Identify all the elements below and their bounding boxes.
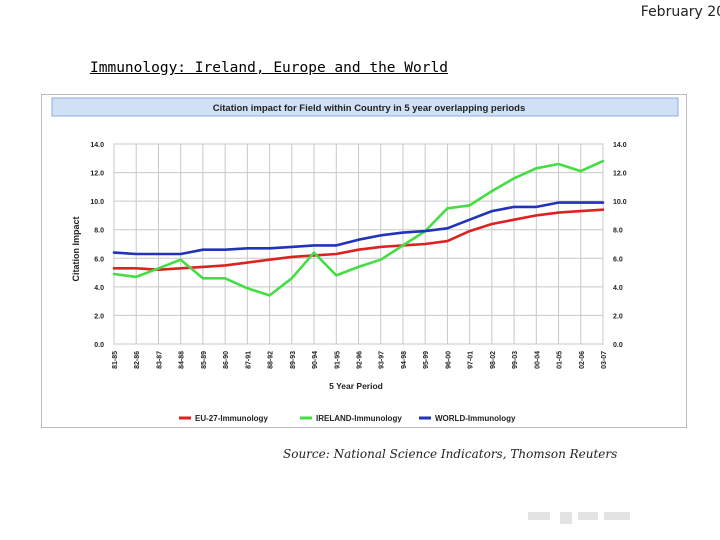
y-tick-label-right: 6.0 — [613, 256, 623, 263]
x-tick-label: 99-03 — [512, 351, 519, 369]
series-line-world-immunology — [112, 201, 605, 256]
x-tick-label: 00-04 — [534, 351, 541, 369]
series-line-ireland-immunology — [112, 159, 605, 297]
x-tick-label: 92-96 — [357, 351, 364, 369]
x-tick-label: 94-98 — [401, 351, 408, 369]
x-tick-label: 90-94 — [312, 351, 319, 369]
decorative-stripe — [528, 512, 550, 520]
slide-date: February 200 — [640, 4, 720, 20]
decorative-stripe — [578, 512, 598, 520]
legend-label: IRELAND-Immunology — [316, 414, 402, 423]
y-tick-label-right: 12.0 — [613, 171, 627, 178]
y-tick-label-left: 14.0 — [90, 142, 104, 149]
y-tick-label-left: 12.0 — [90, 171, 104, 178]
y-tick-label-right: 8.0 — [613, 228, 623, 235]
decorative-stripe — [560, 512, 572, 524]
x-tick-label: 95-99 — [423, 351, 430, 369]
x-tick-label: 88-92 — [268, 351, 275, 369]
decorative-stripe — [604, 512, 630, 520]
chart-title-bar — [51, 97, 679, 117]
x-tick-label: 97-01 — [468, 351, 475, 369]
y-tick-label-left: 2.0 — [94, 313, 104, 320]
x-tick-label: 03-07 — [601, 351, 608, 369]
y-tick-label-left: 8.0 — [94, 228, 104, 235]
y-tick-label-right: 10.0 — [613, 199, 627, 206]
y-tick-label-right: 0.0 — [613, 342, 623, 349]
x-tick-label: 87-91 — [245, 351, 252, 369]
x-axis-title: 5 Year Period — [329, 381, 383, 391]
chart-title: Citation impact for Field within Country… — [213, 103, 525, 114]
x-tick-label: 01-05 — [557, 351, 564, 369]
y-tick-label-right: 2.0 — [613, 313, 623, 320]
slide-title: Immunology: Ireland, Europe and the Worl… — [90, 60, 448, 76]
y-tick-label-left: 4.0 — [94, 285, 104, 292]
x-tick-label: 81-85 — [112, 351, 119, 369]
chart-legend: EU-27-Immunology IRELAND-Immunology WORLD-… — [179, 414, 516, 423]
x-tick-label: 84-88 — [179, 351, 186, 369]
x-tick-label: 82-86 — [134, 351, 141, 369]
x-tick-label: 85-89 — [201, 351, 208, 369]
x-tick-label: 89-93 — [290, 351, 297, 369]
source-note: Source: National Science Indicators, Tho… — [283, 447, 618, 461]
legend-label: WORLD-Immunology — [435, 414, 516, 423]
y-tick-label-left: 6.0 — [94, 256, 104, 263]
x-tick-label: 98-02 — [490, 351, 497, 369]
y-tick-label-right: 14.0 — [613, 142, 627, 149]
x-tick-label: 96-00 — [445, 351, 452, 369]
x-tick-label: 93-97 — [379, 351, 386, 369]
y-axis-title: Citation Impact — [71, 216, 81, 281]
y-tick-label-left: 10.0 — [90, 199, 104, 206]
y-tick-label-left: 0.0 — [94, 342, 104, 349]
chart-container: Citation impact for Field within Country… — [41, 94, 687, 428]
legend-label: EU-27-Immunology — [195, 414, 268, 423]
x-tick-label: 91-95 — [334, 351, 341, 369]
series-line-eu-27-immunology — [112, 208, 605, 271]
x-tick-label: 02-06 — [579, 351, 586, 369]
x-tick-label: 83-87 — [156, 351, 163, 369]
y-tick-label-right: 4.0 — [613, 285, 623, 292]
x-tick-label: 86-90 — [223, 351, 230, 369]
citation-impact-chart: Citation impact for Field within Country… — [51, 97, 679, 423]
